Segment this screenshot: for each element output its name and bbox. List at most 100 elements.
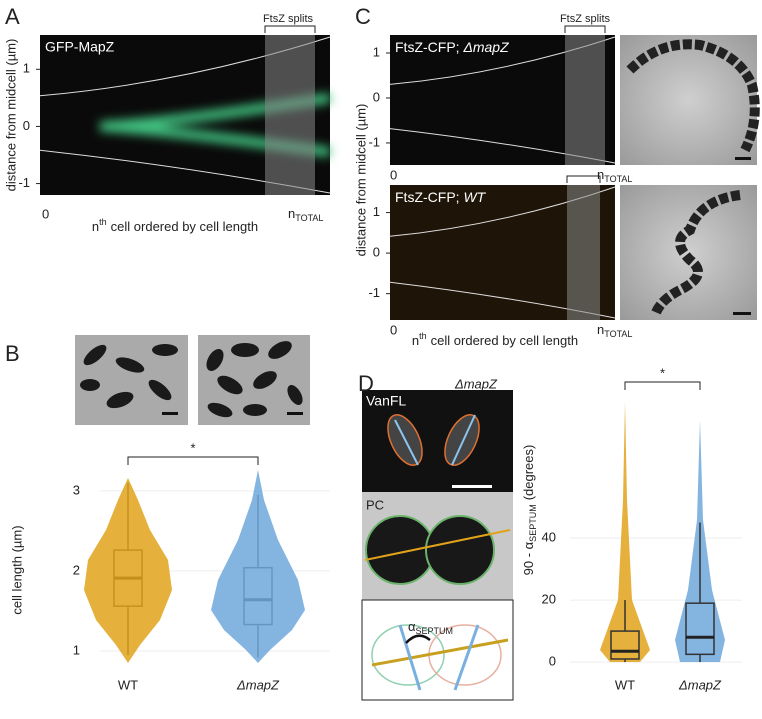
swarm [211,470,305,663]
cells [206,341,303,418]
y-tick-label: 0 [373,89,380,104]
text-part: n [597,322,604,337]
box [610,630,640,660]
septum-line [371,638,509,667]
inset-label: FtsZ-CFP; WT [395,189,487,205]
split-band [265,35,315,195]
x-tick-label: 0 [390,167,397,182]
x-tick-label: nTOTAL [597,322,632,339]
strain: ΔmapZ [462,39,509,55]
axis-line [394,419,419,466]
text-part: 90 - α [521,541,536,575]
cell [425,515,495,585]
y-tick-label: -1 [18,175,30,190]
y-tick-label: 2 [73,562,80,577]
axis-line [398,624,422,691]
text-part: n [412,333,419,348]
strain-label: ΔmapZ [454,376,498,391]
panel-label: C [355,4,371,29]
subscript: TOTAL [604,329,632,339]
bracket [564,25,606,33]
text-part: n [597,167,604,182]
subscript: SEPTUM [528,504,538,542]
scale-bar [287,412,303,415]
x-axis-label: nth cell ordered by cell length [412,331,578,348]
significance: * [660,365,665,380]
y-tick-label: 0 [23,118,30,133]
y-tick-label: 1 [23,61,30,76]
y-tick-label: 20 [542,592,556,607]
text-part: cell ordered by cell length [431,333,578,348]
scale-bar [735,157,751,160]
cell-outline [371,624,445,686]
subscript: TOTAL [295,213,323,223]
superscript: th [419,331,427,341]
y-axis-label: cell length (µm) [9,525,24,614]
bracket [566,175,601,183]
subscript: SEPTUM [416,626,454,636]
y-tick-label: 0 [549,654,556,669]
strain: WT [463,189,486,205]
swarm [600,402,650,662]
subscript: TOTAL [604,174,632,184]
text-part: n [288,206,295,221]
scale-bar [733,312,751,315]
inset-label: GFP-MapZ [45,39,115,55]
y-tick-label: -1 [368,134,380,149]
text-part: FtsZ-CFP; [395,189,463,205]
superscript: th [99,217,107,227]
x-tick-label: nTOTAL [288,206,323,223]
micrograph [620,35,757,165]
inset-label: FtsZ-CFP; ΔmapZ [395,39,509,55]
y-tick-label: 1 [73,642,80,657]
x-tick-label: 0 [42,206,49,221]
image-label: PC [366,497,384,512]
y-tick-label: -1 [368,285,380,300]
cell-chain [650,190,741,317]
panel-label: B [5,341,20,366]
cell-chain [626,39,760,153]
annotation: FtsZ splits [263,13,314,25]
y-axis-label: distance from midcell (µm) [353,104,368,257]
y-tick-label: 40 [542,530,556,545]
micrograph [620,185,757,320]
x-tick-label: WT [118,677,138,692]
x-tick-label: ΔmapZ [678,677,722,692]
text-part: α [408,619,416,634]
panel-label: D [358,371,374,396]
annotation: FtsZ splits [560,13,611,25]
y-axis-label: 90 - αSEPTUM (degrees) [521,445,538,576]
y-tick-label: 1 [373,204,380,219]
diagram [361,599,514,701]
split-band [565,35,605,165]
x-tick-label: nTOTAL [597,167,632,184]
x-tick-label: WT [615,677,635,692]
text-part: FtsZ-CFP; [395,39,463,55]
x-tick-label: 0 [390,322,397,337]
bracket [264,25,316,33]
angle-arc [405,634,431,644]
y-tick-label: 1 [373,44,380,59]
y-tick-label: 0 [373,245,380,260]
cells [80,344,178,409]
text-part: n [92,219,99,234]
scale-bar [162,412,178,415]
y-tick-label: 3 [73,482,80,497]
cell [365,515,435,585]
angle-label: αSEPTUM [408,619,453,636]
image-label: VanFL [366,393,406,409]
box [685,602,715,656]
significance: * [190,440,195,455]
fluorescence-image [362,390,513,492]
septum-line [364,529,511,561]
panel-label: A [5,4,20,29]
text-part: (degrees) [521,445,536,501]
significance-bracket [127,456,259,465]
x-tick-label: ΔmapZ [236,677,280,692]
swarm [84,478,172,663]
y-axis-label: distance from midcell (µm) [3,39,18,192]
cell-outline [444,414,480,466]
text-part: cell ordered by cell length [111,219,258,234]
x-axis-label: nth cell ordered by cell length [92,217,258,234]
